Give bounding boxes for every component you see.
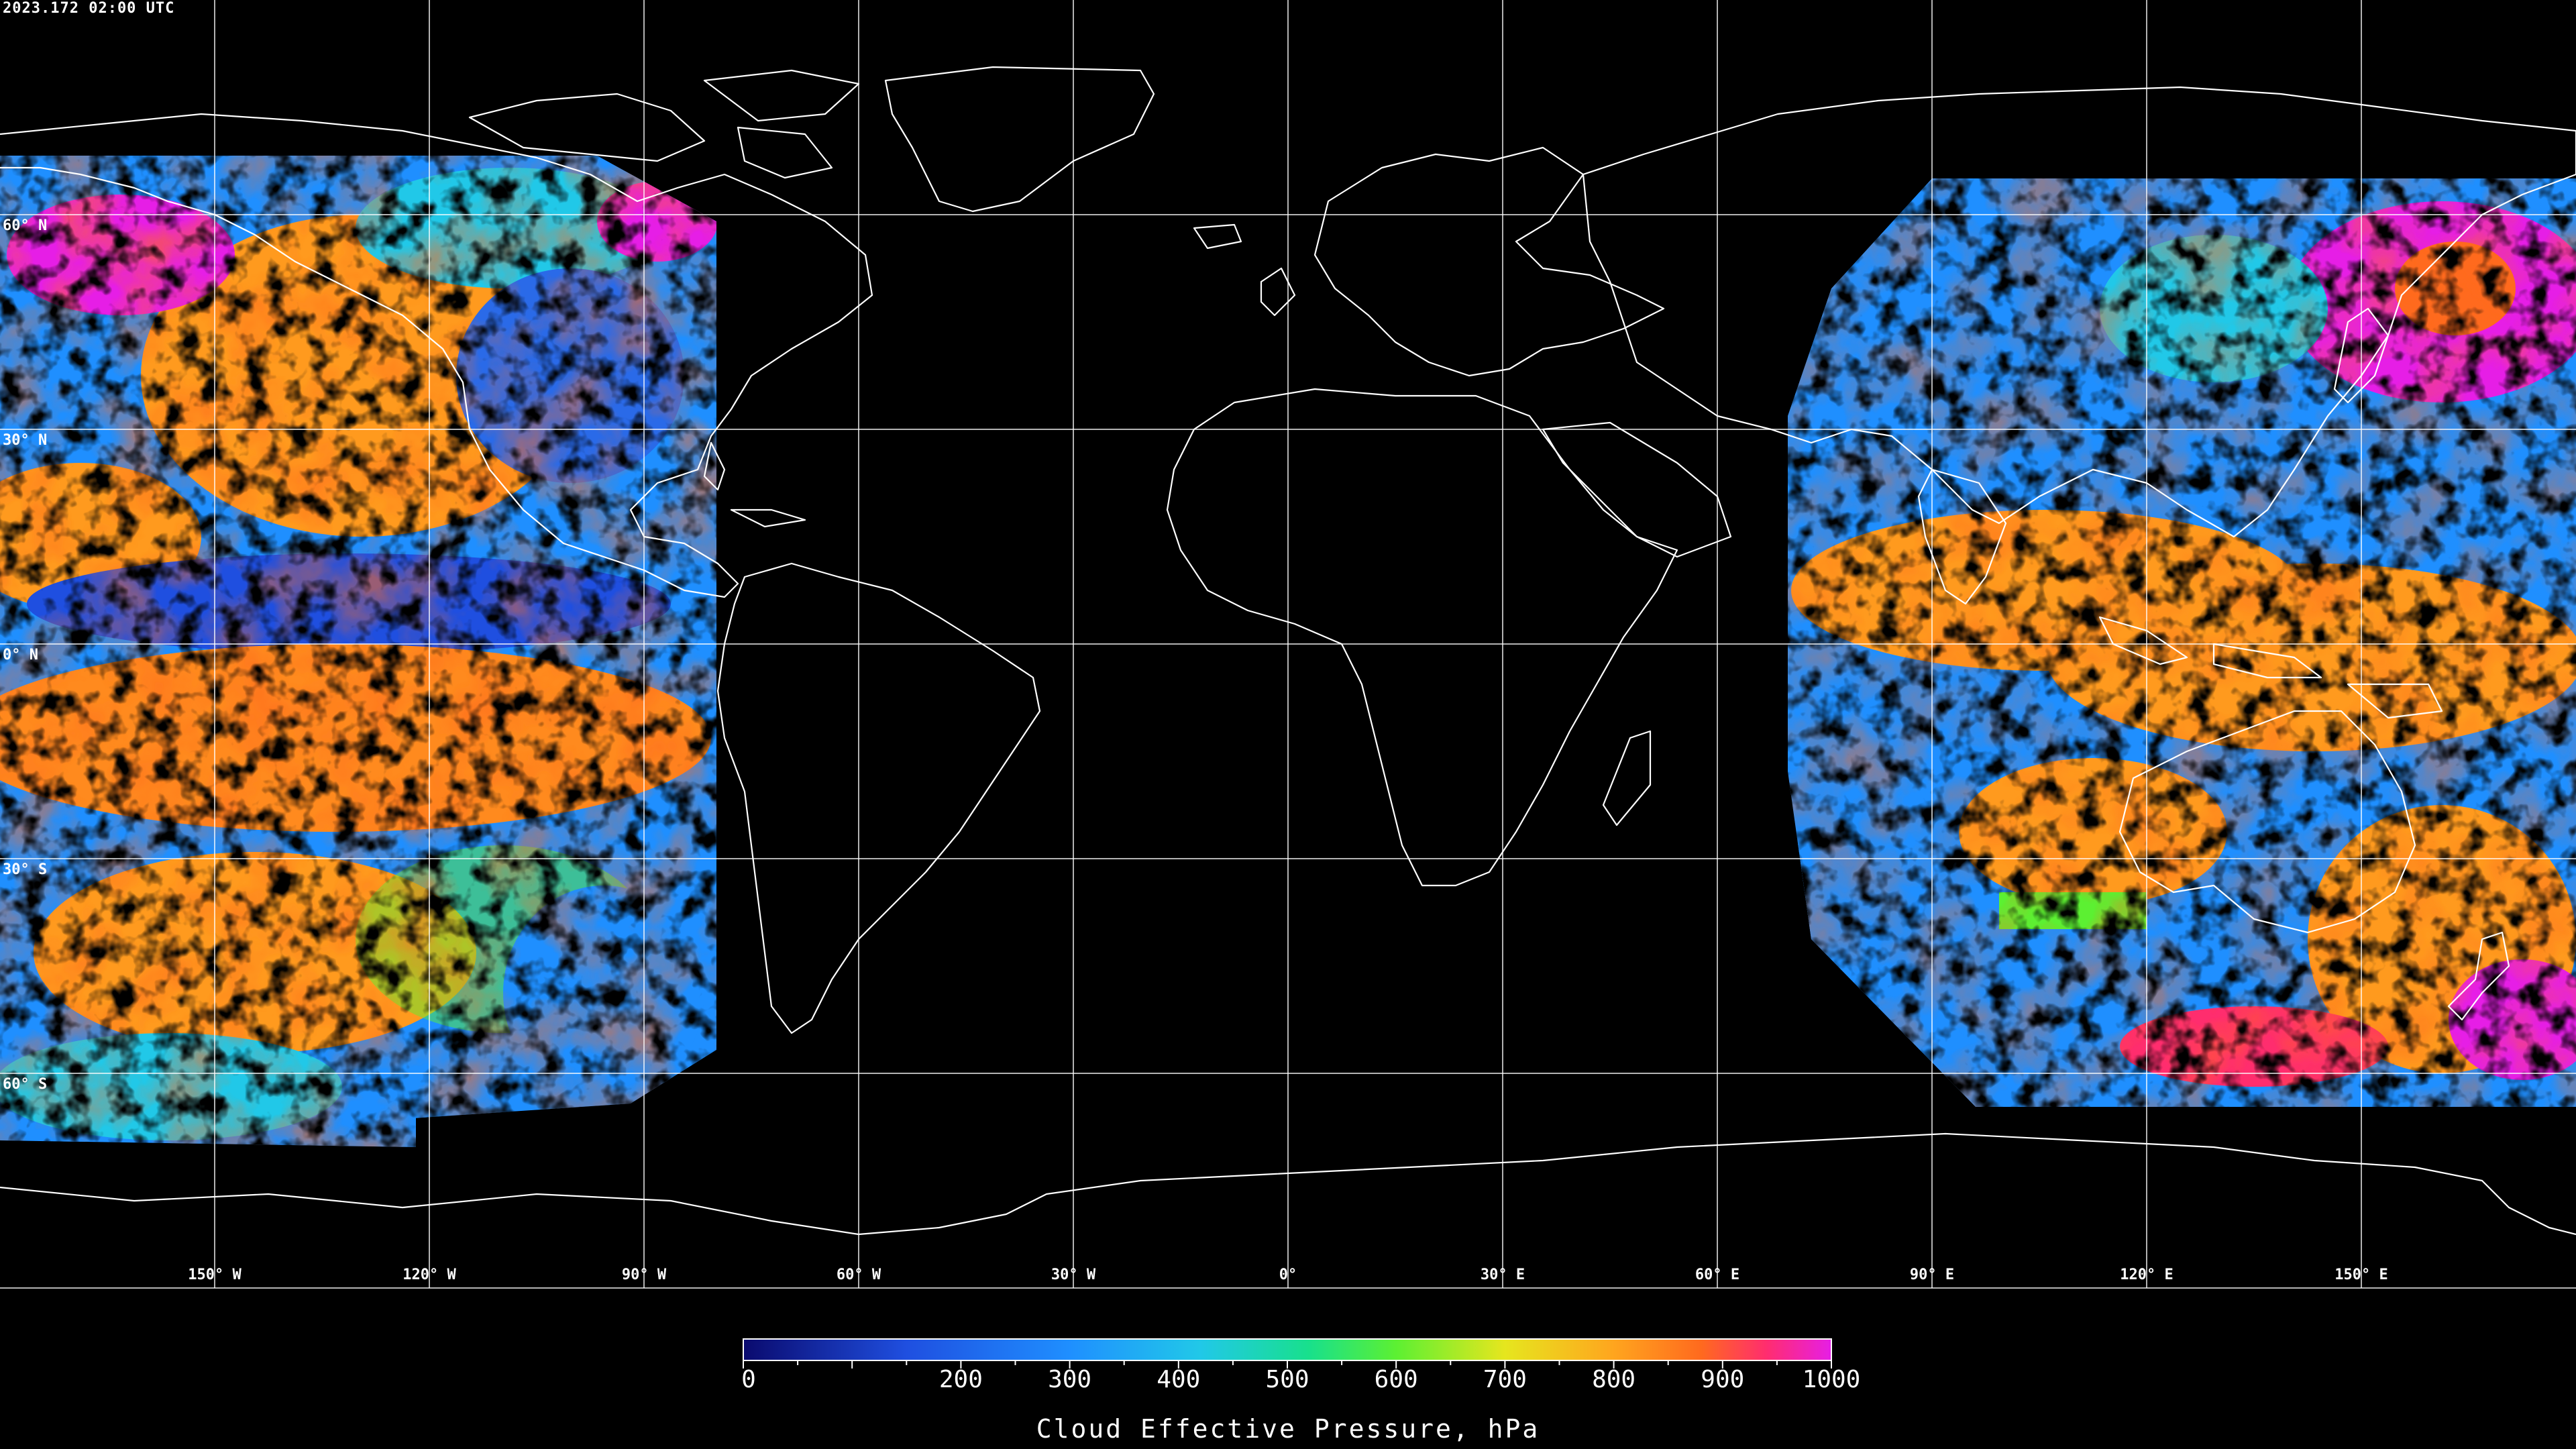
colorbar-tick-label: 400	[1157, 1366, 1201, 1393]
longitude-label: 120° W	[402, 1267, 456, 1283]
colorbar-gradient	[743, 1338, 1832, 1361]
colorbar-tick-label: 200	[938, 1366, 983, 1393]
east-satellite-mosaic	[1788, 178, 2576, 1107]
longitude-label: 90° E	[1909, 1267, 1955, 1283]
latitude-label: 30° N	[3, 432, 48, 449]
latitude-label: 60° N	[3, 217, 48, 234]
longitude-label: 90° W	[621, 1267, 667, 1283]
longitude-label: 120° E	[2120, 1267, 2174, 1283]
timestamp-label: 2023.172 02:00 UTC	[3, 0, 175, 17]
longitude-label: 0°	[1279, 1267, 1297, 1283]
latitude-label: 0° N	[3, 647, 38, 663]
longitude-label: 150° W	[188, 1267, 241, 1283]
coastlines	[0, 66, 2576, 1236]
colorbar-tick-label: 300	[1048, 1366, 1092, 1393]
west-satellite-mosaic	[0, 156, 716, 1147]
latitude-label: 60° S	[3, 1076, 48, 1093]
graticule-grid	[0, 0, 2576, 1289]
colorbar-tick-label: 0	[741, 1366, 756, 1393]
colorbar-tick-label: 600	[1374, 1366, 1418, 1393]
colorbar-ticks	[743, 1360, 1832, 1368]
longitude-label: 30° E	[1480, 1267, 1525, 1283]
latitude-label: 30° S	[3, 861, 48, 878]
colorbar-tick-label: 1000	[1802, 1366, 1861, 1393]
colorbar-tick-label: 700	[1483, 1366, 1527, 1393]
colorbar-tick-label: 500	[1265, 1366, 1309, 1393]
longitude-label: 60° W	[836, 1267, 881, 1283]
longitude-label: 150° E	[2334, 1267, 2388, 1283]
colorbar-tick-label: 800	[1592, 1366, 1636, 1393]
colorbar-title: Cloud Effective Pressure, hPa	[1036, 1414, 1540, 1444]
colorbar-tick-label: 900	[1701, 1366, 1745, 1393]
longitude-label: 60° E	[1695, 1267, 1740, 1283]
longitude-label: 30° W	[1051, 1267, 1096, 1283]
colorbar	[743, 1338, 1832, 1368]
